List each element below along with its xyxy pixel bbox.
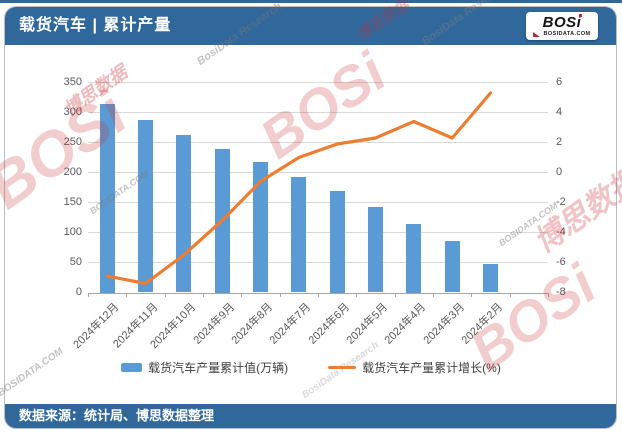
gridline bbox=[88, 202, 548, 203]
x-axis-tick bbox=[471, 292, 473, 297]
left-axis-tick-label: 50 bbox=[69, 256, 82, 268]
logo-domain-text: BOSIDATA.COM bbox=[543, 31, 591, 37]
x-axis-tick bbox=[318, 292, 319, 297]
bar-2024年10月 bbox=[176, 134, 192, 293]
x-axis-tick bbox=[88, 292, 89, 297]
left-axis-tick-label: 200 bbox=[63, 166, 82, 178]
x-axis-tick bbox=[203, 292, 204, 297]
right-axis-tick-label: 0 bbox=[556, 166, 563, 178]
x-axis-tick bbox=[279, 292, 281, 297]
right-axis-tick-label: -6 bbox=[556, 256, 566, 268]
bar-2024年11月 bbox=[138, 119, 153, 293]
bosi-logo: BOSi BOSIDATA.COM bbox=[526, 12, 598, 40]
bar-2024年4月 bbox=[406, 223, 422, 293]
left-axis-tick-label: 350 bbox=[63, 76, 82, 88]
bar-2024年7月 bbox=[291, 176, 307, 293]
bar-2024年3月 bbox=[444, 240, 460, 293]
right-axis-tick-label: -8 bbox=[556, 286, 566, 298]
gridline bbox=[88, 262, 548, 263]
left-axis-tick-label: 250 bbox=[63, 136, 82, 148]
left-axis-tick-label: 100 bbox=[63, 226, 82, 238]
bar-2024年12月 bbox=[99, 103, 115, 293]
gridline bbox=[88, 232, 548, 233]
logo-triangle-icon bbox=[533, 31, 541, 37]
gridline bbox=[88, 172, 548, 173]
left-axis-tick-label: 150 bbox=[63, 196, 82, 208]
legend-item-growth: 载货汽车产量累计增长(%) bbox=[328, 359, 501, 376]
legend-line-swatch-icon bbox=[328, 366, 357, 369]
data-source-text: 数据来源：统计局、博思数据整理 bbox=[19, 408, 215, 423]
x-axis-tick bbox=[548, 292, 549, 297]
top-border bbox=[0, 0, 622, 3]
legend: 载货汽车产量累计值(万辆) 载货汽车产量累计增长(%) bbox=[0, 359, 622, 376]
x-axis-tick bbox=[241, 292, 243, 297]
x-axis-tick bbox=[394, 292, 396, 297]
gridline bbox=[88, 82, 548, 83]
header-bar: 载货汽车 | 累计产量 BOSi BOSIDATA.COM bbox=[5, 7, 616, 45]
right-axis-tick-label: -4 bbox=[556, 226, 566, 238]
right-axis-tick-label: 2 bbox=[556, 136, 563, 148]
legend-item-production: 载货汽车产量累计值(万辆) bbox=[121, 359, 288, 376]
x-axis-tick bbox=[126, 292, 128, 297]
x-axis-tick bbox=[164, 292, 166, 297]
right-axis-tick-label: 4 bbox=[556, 106, 563, 118]
left-axis-tick-label: 300 bbox=[63, 106, 82, 118]
bar-2024年9月 bbox=[214, 148, 230, 293]
x-axis-tick bbox=[509, 292, 511, 297]
right-axis-tick-label: -2 bbox=[556, 196, 566, 208]
page-title: 载货汽车 | 累计产量 bbox=[19, 17, 172, 34]
legend-label-production: 载货汽车产量累计值(万辆) bbox=[148, 361, 289, 375]
bar-2024年2月 bbox=[483, 264, 498, 293]
bar-2024年5月 bbox=[368, 206, 383, 293]
gridline bbox=[88, 142, 548, 143]
left-axis-tick-label: 0 bbox=[75, 286, 82, 298]
legend-bar-swatch-icon bbox=[121, 363, 143, 372]
x-axis-tick bbox=[433, 292, 434, 297]
logo-red-dot-icon bbox=[579, 14, 583, 17]
right-axis-tick-label: 6 bbox=[556, 76, 563, 88]
bar-2024年8月 bbox=[253, 162, 268, 293]
bar-2024年6月 bbox=[329, 190, 345, 293]
gridline bbox=[88, 112, 548, 113]
x-axis-tick bbox=[356, 292, 358, 297]
logo-brand-text: BOSi bbox=[542, 14, 583, 31]
legend-label-growth: 载货汽车产量累计增长(%) bbox=[362, 361, 501, 375]
footer-bar: 数据来源：统计局、博思数据整理 bbox=[5, 404, 616, 428]
